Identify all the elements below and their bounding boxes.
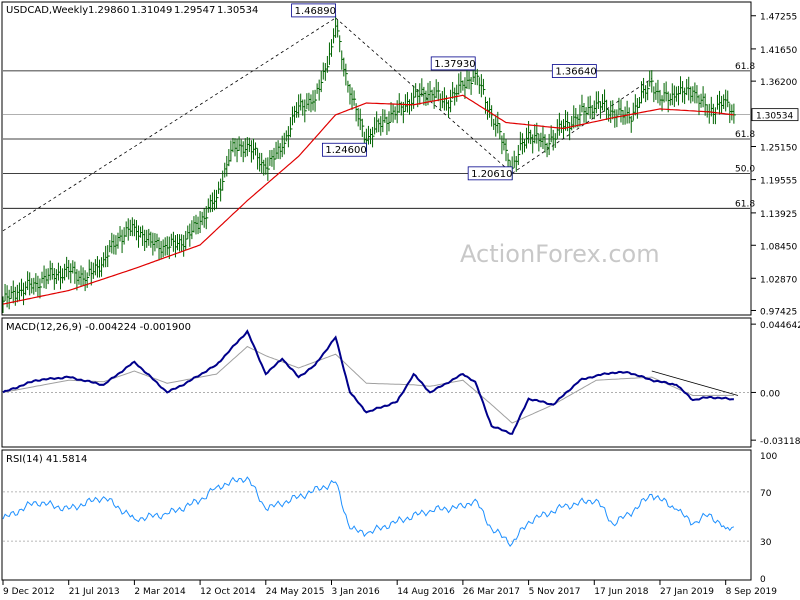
price-annotation-label: 1.37930 <box>434 59 475 70</box>
fibonacci-level-label: 61.8 <box>735 130 755 140</box>
fibonacci-level-label: 61.8 <box>735 62 755 72</box>
price-annotation-label: 1.46890 <box>295 6 336 17</box>
price-header-high: 1.31049 <box>131 5 172 16</box>
x-axis-tick-label: 17 Jun 2018 <box>594 587 648 597</box>
last-price-tag <box>751 108 799 122</box>
price-annotation-label: 1.20610 <box>471 169 512 180</box>
x-axis-tick-label: 2 Mar 2014 <box>134 587 186 597</box>
rsi-y-tick-label: 30 <box>760 538 772 548</box>
price-y-tick-label: 1.02870 <box>760 275 797 285</box>
macd-panel-frame <box>1 317 752 448</box>
x-axis-tick-label: 26 Mar 2017 <box>463 587 520 597</box>
price-title: USDCAD,Weekly <box>6 5 88 16</box>
x-axis-tick-label: 5 Nov 2017 <box>529 587 581 597</box>
rsi-y-tick-label: 0 <box>760 575 766 585</box>
rsi-panel: 100 70 30 0 <box>2 452 777 585</box>
price-panel: 1.47255 1.41650 1.36200 1.25150 1.19555 1.139… <box>2 3 799 317</box>
price-annotation-box <box>467 166 513 181</box>
last-price-label: 1.30534 <box>756 112 793 122</box>
fibonacci-level-label: 50.0 <box>735 164 755 174</box>
macd-line <box>2 329 734 435</box>
x-axis-tick-label: 24 May 2015 <box>266 587 325 597</box>
rsi-line <box>2 476 735 547</box>
price-header-open: 1.29860 <box>88 5 129 16</box>
macd-title: MACD(12,26,9) -0.004224 -0.001900 <box>6 322 191 333</box>
macd-y-tick-label: 0.00 <box>760 389 780 399</box>
price-y-tick-label: 1.47255 <box>760 13 797 23</box>
x-axis-tick-label: 8 Sep 2019 <box>726 587 778 597</box>
macd-trend-line <box>651 370 739 396</box>
macd-y-tick-label: 0.044642 <box>760 321 800 331</box>
x-axis-tick-label: 14 Aug 2016 <box>397 587 455 597</box>
x-axis-tick-label: 9 Dec 2012 <box>3 587 55 597</box>
price-annotation-box <box>321 142 367 157</box>
price-y-tick-label: 1.19555 <box>760 177 797 187</box>
x-axis-tick-label: 27 Jan 2019 <box>660 587 714 597</box>
price-y-tick-label: 1.36200 <box>760 78 797 88</box>
x-axis-tick-label: 12 Oct 2014 <box>200 587 256 597</box>
macd-signal-line <box>2 345 734 424</box>
price-y-tick-label: 0.97425 <box>760 307 797 317</box>
x-axis-tick-label: 3 Jan 2016 <box>331 587 379 597</box>
price-header-low: 1.29547 <box>174 5 215 16</box>
moving-average-line <box>2 94 734 305</box>
macd-panel: 0.044642 0.00 -0.031183 <box>2 321 800 447</box>
price-header-close: 1.30534 <box>217 5 258 16</box>
rsi-title: RSI(14) 41.5814 <box>6 454 87 465</box>
rsi-panel-frame <box>1 449 752 581</box>
dashed-trend-line <box>511 78 652 174</box>
price-annotation-box <box>291 3 336 18</box>
price-y-tick-label: 1.13925 <box>760 210 797 220</box>
rsi-y-tick-label: 100 <box>760 452 777 462</box>
rsi-y-tick-label: 70 <box>760 489 772 499</box>
price-annotation-box <box>551 64 597 78</box>
x-axis: 9 Dec 2012 21 Jul 2013 2 Mar 2014 12 Oct 20… <box>2 580 778 597</box>
price-annotation-label: 1.36640 <box>555 67 596 78</box>
watermark-text: ActionForex.com <box>460 240 660 268</box>
price-y-tick-label: 1.25150 <box>760 143 797 153</box>
price-y-tick-label: 1.41650 <box>760 46 797 56</box>
x-axis-tick-label: 21 Jul 2013 <box>69 587 120 597</box>
fibonacci-level-label: 61.8 <box>735 199 755 209</box>
price-annotation-box <box>430 56 476 71</box>
price-annotation-label: 1.24600 <box>325 145 366 156</box>
macd-y-tick-label: -0.031183 <box>760 437 800 447</box>
price-panel-frame <box>1 1 752 316</box>
price-y-tick-label: 1.08450 <box>760 242 797 252</box>
